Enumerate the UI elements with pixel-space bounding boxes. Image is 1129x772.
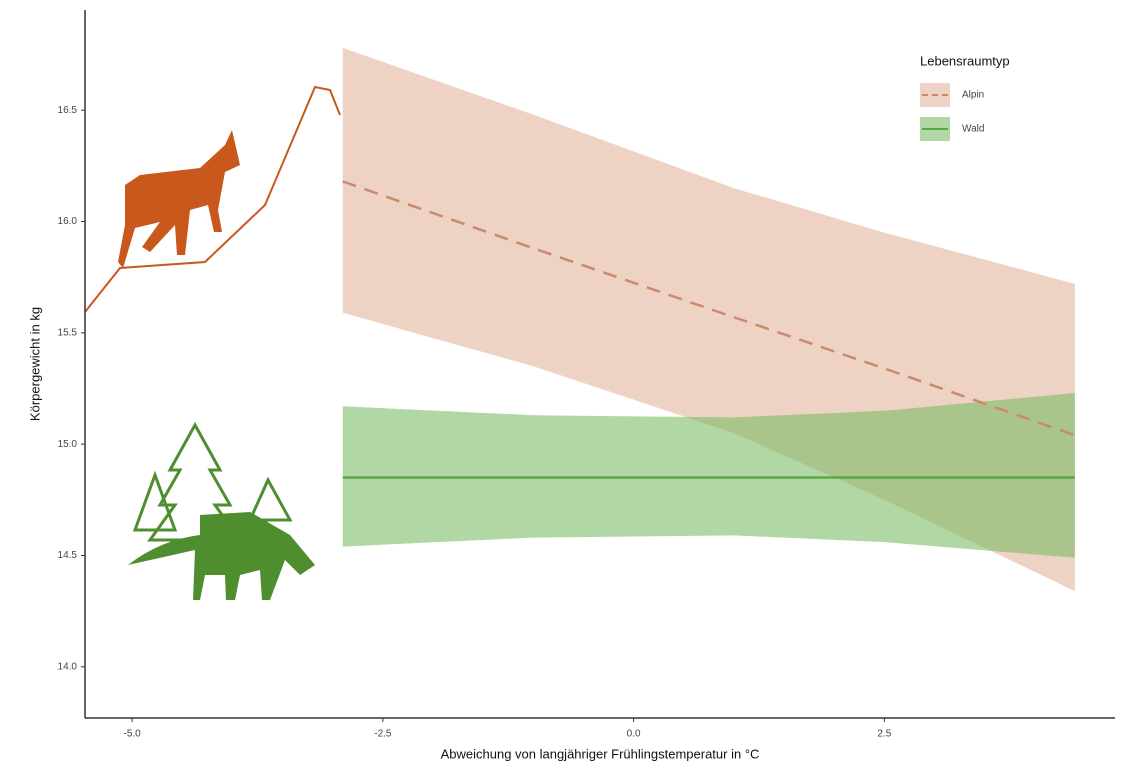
legend-label: Wald <box>962 124 984 135</box>
x-axis-title: Abweichung von langjähriger Frühlingstem… <box>441 746 760 761</box>
mountain-icon <box>84 85 341 313</box>
chamois-forest-icon <box>128 512 315 600</box>
legend-label: Alpin <box>962 90 984 101</box>
x-tick-label: 0.0 <box>627 729 641 740</box>
y-axis-title: Körpergewicht in kg <box>27 307 42 421</box>
y-tick-label: 16.0 <box>58 216 78 227</box>
y-tick-label: 15.0 <box>58 439 78 450</box>
x-tick-label: -5.0 <box>124 729 142 740</box>
legend-title: Lebensraumtyp <box>920 53 1010 68</box>
x-tick-label: 2.5 <box>877 729 891 740</box>
confidence-band <box>342 392 1075 558</box>
y-tick-label: 14.5 <box>58 550 78 561</box>
y-tick-label: 16.5 <box>58 105 78 116</box>
x-tick-label: -2.5 <box>374 729 392 740</box>
y-tick-label: 14.0 <box>58 661 78 672</box>
fit-line <box>342 180 1076 437</box>
chamois-icon <box>118 130 240 268</box>
y-tick-label: 15.5 <box>58 327 78 338</box>
